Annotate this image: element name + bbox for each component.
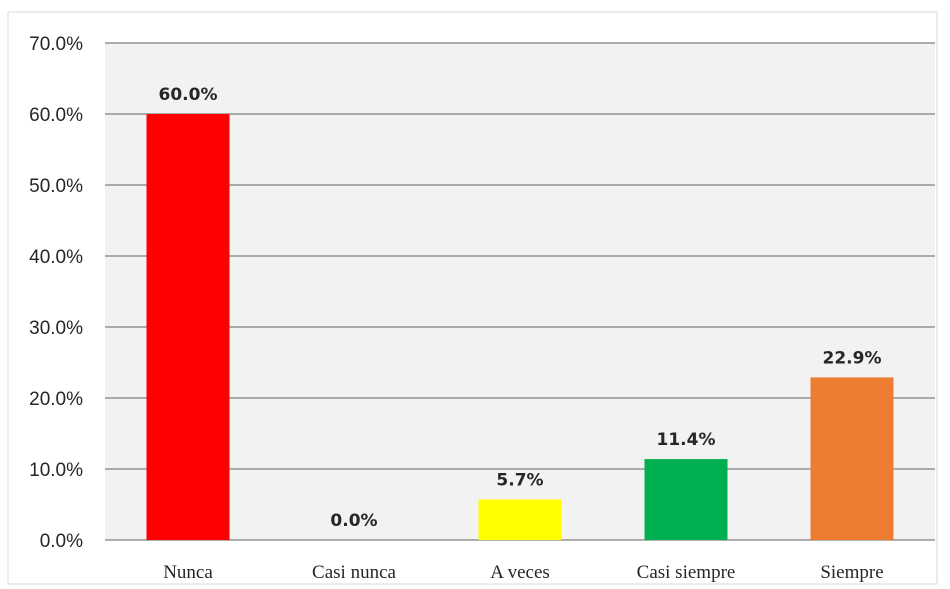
y-tick-label: 40.0% — [29, 247, 83, 268]
data-label: 0.0% — [330, 511, 377, 531]
x-category-label: A veces — [490, 562, 550, 583]
x-axis-category-labels: Nunca Casi nunca A veces Casi siempre Siempr… — [163, 562, 883, 583]
y-axis-tick-labels: 0.0% 10.0% 20.0% 30.0% 40.0% 50.0% 60.0% 70.0% — [29, 34, 83, 552]
data-label: 60.0% — [159, 85, 218, 105]
data-label: 5.7% — [496, 471, 543, 491]
y-tick-label: 30.0% — [29, 318, 83, 339]
bar-siempre — [810, 377, 894, 540]
y-tick-label: 60.0% — [29, 105, 83, 126]
x-category-label: Nunca — [163, 562, 213, 583]
y-tick-label: 0.0% — [40, 531, 83, 552]
y-tick-label: 10.0% — [29, 460, 83, 481]
x-category-label: Casi siempre — [637, 562, 736, 583]
y-tick-label: 50.0% — [29, 176, 83, 197]
bar-a-veces — [478, 499, 562, 540]
x-category-label: Casi nunca — [312, 562, 396, 583]
bar-nunca — [146, 114, 230, 540]
bar-casi-siempre — [644, 459, 728, 540]
x-category-label: Siempre — [820, 562, 883, 583]
data-labels: 60.0% 0.0% 5.7% 11.4% 22.9% — [159, 85, 882, 531]
data-label: 22.9% — [823, 348, 882, 368]
bars — [146, 114, 894, 540]
y-tick-label: 20.0% — [29, 389, 83, 410]
y-tick-label: 70.0% — [29, 34, 83, 55]
plot-area — [105, 43, 935, 540]
chart-frame — [7, 11, 938, 585]
gridlines — [105, 42, 935, 541]
data-label: 11.4% — [657, 430, 716, 450]
